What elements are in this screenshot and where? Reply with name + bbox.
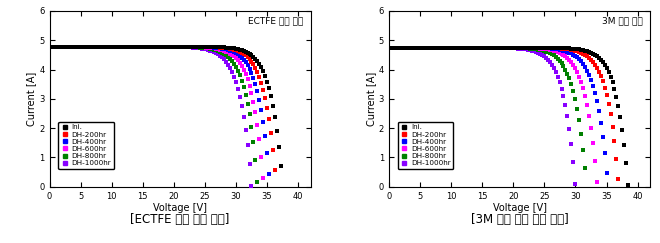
Text: 3M 전면 소재: 3M 전면 소재	[601, 16, 642, 25]
Text: [3M 전면 소재 적용 모듈]: [3M 전면 소재 적용 모듈]	[471, 213, 568, 226]
Legend: Ini., DH-200hr, DH-400hr, DH-600hr, DH-800hr, DH-1000hr: Ini., DH-200hr, DH-400hr, DH-600hr, DH-8…	[58, 122, 114, 169]
X-axis label: Voltage [V]: Voltage [V]	[492, 203, 546, 213]
Y-axis label: Current [A]: Current [A]	[366, 72, 376, 126]
Y-axis label: Current [A]: Current [A]	[26, 72, 36, 126]
X-axis label: Voltage [V]: Voltage [V]	[153, 203, 207, 213]
Legend: Ini., DH-200hr, DH-400hr, DH-600hr, DH-800hr, DH-1000hr: Ini., DH-200hr, DH-400hr, DH-600hr, DH-8…	[398, 122, 453, 169]
Text: ECTFE 전면 소재: ECTFE 전면 소재	[248, 16, 303, 25]
Text: [ECTFE 전면 소재 적용]: [ECTFE 전면 소재 적용]	[131, 213, 230, 226]
